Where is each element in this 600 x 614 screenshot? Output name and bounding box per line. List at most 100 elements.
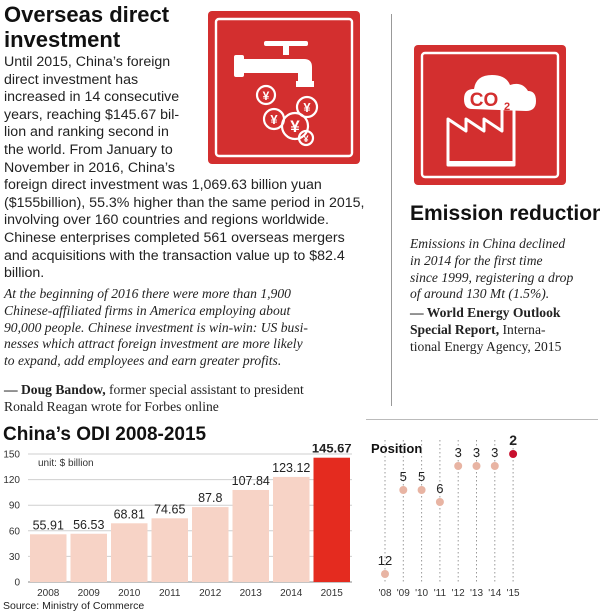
y-tick-label: 60 — [9, 526, 21, 537]
position-value-label: 2 — [509, 432, 517, 448]
bar-2010 — [111, 523, 148, 582]
column-divider — [391, 14, 392, 406]
y-tick-label: 30 — [9, 552, 21, 563]
attribution-line2: Ronald Reagan wrote for Forbes online — [4, 398, 219, 414]
emission-attr-line1: — World Energy Outlook — [410, 305, 561, 320]
faucet-money-icon: ¥ ¥ ¥ ¥ ¥ — [208, 11, 360, 164]
y-tick-label: 120 — [3, 475, 20, 486]
bar-2014 — [273, 476, 310, 582]
x-tick-label: 2011 — [159, 588, 181, 599]
odi-quote-line: nesses which attract foreign investment … — [4, 336, 303, 352]
odi-attribution: — Doug Bandow, former special assistant … — [4, 382, 388, 416]
emission-quote-line: in 2014 for the first time — [410, 252, 543, 268]
emission-attr-line2-rest: Interna- — [499, 321, 546, 337]
x-tick-label: 2009 — [78, 588, 101, 599]
odi-body-line: direct investment has — [4, 71, 139, 88]
chart-source: Source: Ministry of Commerce — [3, 600, 145, 612]
bar-value-label: 145.67 — [312, 444, 352, 456]
emission-attr-line3: tional Energy Agency, 2015 — [410, 338, 562, 354]
position-x-label: '09 — [397, 588, 410, 599]
position-dot-'10 — [417, 486, 426, 494]
odi-body-line: involving over 160 countries and regions… — [4, 212, 329, 229]
bar-value-label: 87.8 — [198, 491, 222, 505]
position-value-label: 5 — [418, 469, 425, 484]
position-x-label: '14 — [488, 588, 501, 599]
position-value-label: 12 — [378, 553, 392, 568]
x-tick-label: 2010 — [118, 588, 141, 599]
odi-quote-line: to expand, add employees and earn greate… — [4, 353, 282, 369]
position-dot-'08 — [381, 570, 389, 578]
x-tick-label: 2015 — [321, 588, 344, 599]
bar-2008 — [30, 534, 67, 582]
bar-value-label: 68.81 — [114, 507, 145, 521]
attribution-rest: former special assistant to president — [105, 382, 304, 397]
position-value-label: 6 — [436, 481, 443, 496]
x-tick-label: 2012 — [199, 588, 222, 599]
bar-value-label: 107.84 — [232, 474, 270, 488]
bar-2009 — [70, 533, 107, 582]
odi-bar-chart: 0 30 60 90 120 150 55.91 2008 56.53 2009 68.81 201… — [3, 444, 352, 599]
x-tick-label: 2008 — [37, 588, 60, 599]
emission-attribution: — World Energy Outlook Special Report, I… — [410, 305, 598, 355]
position-x-label: '12 — [452, 588, 465, 599]
position-value-label: 5 — [400, 469, 407, 484]
bar-2013 — [232, 489, 269, 582]
odi-body-line: lion and ranking second in — [4, 124, 169, 141]
bar-value-label: 56.53 — [73, 518, 104, 532]
emission-quote-line: of around 130 Mt (1.5%). — [410, 286, 550, 302]
position-value-label: 3 — [455, 445, 462, 460]
factory-co2-icon: CO 2 — [414, 45, 566, 185]
coin-symbol-2: ¥ — [303, 100, 311, 115]
coin-symbol-3: ¥ — [270, 112, 278, 127]
bar-2011 — [151, 518, 188, 582]
position-divider — [366, 419, 598, 420]
bar-2012 — [192, 507, 229, 582]
bar-value-label: 74.65 — [154, 502, 185, 516]
odi-body-line: increased in 14 consecutive — [4, 89, 180, 106]
coin-symbol-5: ¥ — [303, 134, 308, 144]
emission-quote-line: Emissions in China declined — [410, 236, 566, 251]
chart-unit-label: unit: $ billion — [38, 458, 94, 469]
position-x-label: '15 — [507, 588, 520, 599]
odi-body-line: and acquisitions with the transaction va… — [4, 247, 345, 264]
coin-symbol-1: ¥ — [263, 89, 270, 103]
x-tick-label: 2013 — [240, 588, 263, 599]
odi-chart-title: China’s ODI 2008-2015 — [3, 424, 207, 445]
position-dot-'15 — [509, 450, 518, 458]
emission-title: Emission reduction — [410, 202, 600, 225]
position-dot-'14 — [490, 462, 499, 470]
co2-text: CO — [470, 90, 499, 111]
odi-body-line: billion. — [4, 265, 45, 282]
odi-quote: At the beginning of 2016 there were more… — [4, 286, 388, 370]
odi-body-line: November in 2016, China’s — [4, 159, 175, 176]
odi-title-line1: Overseas direct — [4, 2, 170, 27]
y-tick-label: 150 — [3, 450, 20, 461]
y-tick-label: 0 — [14, 578, 20, 589]
odi-body: Until 2015, China’s foreign direct inves… — [4, 54, 388, 283]
position-x-label: '11 — [434, 588, 447, 599]
odi-quote-line: At the beginning of 2016 there were more… — [4, 286, 291, 301]
odi-title: Overseas direct investment — [4, 2, 224, 52]
position-x-label: '10 — [415, 588, 428, 599]
x-tick-label: 2014 — [280, 588, 303, 599]
position-x-label: '08 — [378, 588, 391, 599]
position-title: Position — [371, 441, 422, 456]
position-dot-'09 — [399, 486, 408, 494]
attribution-name: — Doug Bandow, — [4, 382, 106, 397]
y-tick-label: 90 — [9, 501, 21, 512]
bar-value-label: 55.91 — [33, 518, 64, 532]
position-dot-'13 — [472, 462, 481, 470]
odi-body-line: Until 2015, China’s foreign — [4, 54, 171, 70]
odi-body-line: the world. From January to — [4, 141, 173, 158]
odi-body-line: ($155billion), 55.3% higher than the sam… — [4, 194, 365, 211]
coin-symbol-4: ¥ — [290, 117, 300, 136]
odi-body-line: Chinese enterprises completed 561 overse… — [4, 229, 345, 246]
odi-quote-line: 90,000 people. Chinese investment is win… — [4, 319, 308, 335]
position-x-label: '13 — [470, 588, 483, 599]
bar-value-label: 123.12 — [272, 461, 310, 475]
position-dot-'12 — [454, 462, 463, 470]
odi-title-line2: investment — [4, 27, 121, 52]
position-value-label: 3 — [473, 445, 480, 460]
odi-quote-line: Chinese-affiliated firms in America empl… — [4, 302, 291, 318]
emission-quote: Emissions in China declined in 2014 for … — [410, 236, 596, 303]
